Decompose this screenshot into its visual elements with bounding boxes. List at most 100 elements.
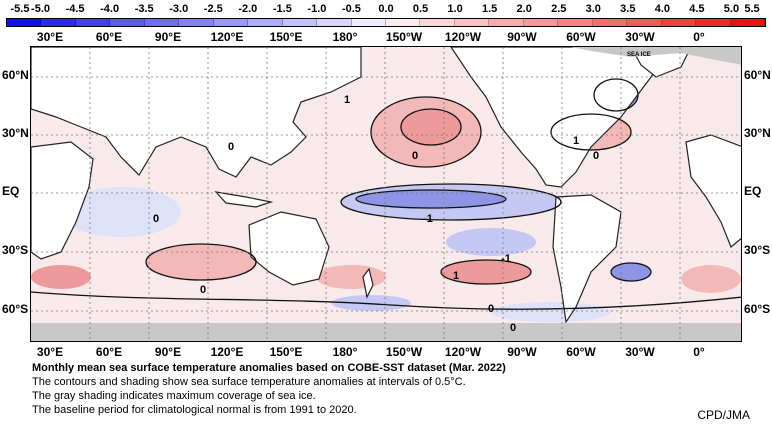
contour-label: 0 bbox=[412, 150, 418, 162]
longitude-label: 0° bbox=[693, 345, 705, 359]
warm-core-north-pacific bbox=[401, 109, 461, 145]
colorbar-tick-label: 0.5 bbox=[412, 3, 429, 15]
contour-0-north-pacific bbox=[370, 96, 482, 168]
latitude-label: 60°N bbox=[2, 68, 29, 82]
colorbar-tick-label: 4.5 bbox=[689, 3, 705, 15]
colorbar-swatch bbox=[248, 19, 283, 26]
colorbar-swatch bbox=[41, 19, 76, 26]
latitude-label: 60°S bbox=[744, 302, 771, 316]
colorbar-swatch bbox=[317, 19, 352, 26]
colorbar-tick-label: 5.5 bbox=[744, 3, 760, 15]
south-america-land bbox=[552, 194, 622, 324]
colorbar-swatch bbox=[523, 19, 559, 26]
caption-line-contours: The contours and shading show sea surfac… bbox=[32, 376, 466, 388]
colorbar-tick-label: 3.0 bbox=[585, 3, 601, 15]
map-svg: 1 0 0 1 0 0 -1 -1 1 0 0 0 SEA ICE bbox=[31, 47, 741, 341]
longitude-label: 150°E bbox=[269, 30, 303, 44]
australia-land bbox=[248, 211, 330, 286]
contour-0-pacific bbox=[340, 183, 562, 221]
sea-ice bbox=[31, 47, 741, 341]
colorbar-legend: -5.5 -5.0 -4.5 -4.0 -3.5 -3.0 -2.5 -2.0 -1.5 -1.0… bbox=[6, 3, 766, 27]
colorbar-swatch bbox=[730, 19, 765, 26]
caption-line-baseline: The baseline period for climatological n… bbox=[32, 404, 357, 416]
longitude-label: 60°W bbox=[566, 30, 596, 44]
longitude-label: 60°E bbox=[95, 30, 123, 44]
contour-label: 1 bbox=[573, 135, 579, 147]
colorbar-tick-label: -1.0 bbox=[307, 3, 327, 15]
contour-south-atlantic bbox=[610, 262, 652, 282]
colorbar-tick-label: 5.0 bbox=[723, 3, 740, 15]
colorbar-swatch bbox=[144, 19, 180, 26]
contour-lines bbox=[31, 78, 741, 310]
colorbar-swatch bbox=[179, 19, 214, 26]
sst-anomaly-map: 1 0 0 1 0 0 -1 -1 1 0 0 0 SEA ICE bbox=[30, 46, 742, 342]
north-america-land bbox=[450, 47, 672, 188]
longitude-label: 120°E bbox=[210, 345, 244, 359]
contour-label: 0 bbox=[228, 141, 234, 153]
colorbar-tick-label: 3.5 bbox=[620, 3, 636, 15]
latitude-label: EQ bbox=[2, 184, 20, 198]
cool-core-la-nina bbox=[356, 190, 506, 208]
africa-west-land bbox=[685, 134, 741, 248]
africa-east-land bbox=[31, 141, 94, 260]
colorbar-swatch bbox=[351, 19, 386, 26]
colorbar-tick-label: -0.5 bbox=[341, 3, 361, 15]
indonesia-land bbox=[214, 191, 274, 208]
sea-ice-tag: SEA ICE bbox=[627, 52, 651, 58]
longitude-labels-bottom: 30°E 60°E 90°E 120°E 150°E 180° 150°W 120°W 90°W… bbox=[30, 345, 742, 359]
longitude-label: 150°E bbox=[269, 345, 303, 359]
longitude-label: 180° bbox=[332, 345, 358, 359]
contour-label: 0 bbox=[510, 322, 516, 334]
colorbar-tick-label: 1.0 bbox=[447, 3, 463, 15]
cool-patch-southern-ocean bbox=[331, 295, 411, 311]
contour-label: -1 bbox=[501, 253, 511, 265]
latitude-label: 60°S bbox=[2, 302, 29, 316]
colorbar-swatch bbox=[661, 19, 697, 26]
colorbar-tick-label: -4.0 bbox=[100, 3, 120, 15]
longitude-label: 90°E bbox=[154, 30, 182, 44]
colorbar-tick-label: 2.0 bbox=[516, 3, 532, 15]
colorbar-tick-label: -2.0 bbox=[238, 3, 258, 15]
longitude-label: 120°E bbox=[210, 30, 244, 44]
warm-patch-south-indian bbox=[146, 244, 256, 280]
longitude-label: 150°W bbox=[385, 30, 423, 44]
colorbar-tick-label: -5.0 bbox=[31, 3, 51, 15]
contour-label: 0 bbox=[488, 303, 494, 315]
contour-label: 0 bbox=[200, 284, 206, 296]
longitude-label: 120°W bbox=[444, 30, 482, 44]
contour-value-labels: 1 0 0 1 0 0 -1 -1 1 0 0 0 bbox=[153, 94, 599, 334]
antarctic-sea-ice bbox=[31, 323, 741, 341]
warm-patch-south-pacific bbox=[441, 260, 531, 284]
contour-label: 1 bbox=[344, 94, 350, 106]
latitude-label: 30°S bbox=[744, 243, 771, 257]
colorbar-swatch bbox=[213, 19, 249, 26]
contour-1-south-pacific bbox=[440, 259, 532, 285]
latitude-label: 30°S bbox=[2, 243, 29, 257]
colorbar-tick-label: -3.5 bbox=[134, 3, 154, 15]
colorbar-tick-label: 1.5 bbox=[481, 3, 498, 15]
arctic-sea-ice bbox=[571, 47, 741, 65]
colorbar-tick-label: 0.0 bbox=[378, 3, 394, 15]
longitude-label: 60°E bbox=[95, 345, 123, 359]
caption-title: Monthly mean sea surface temperature ano… bbox=[32, 362, 506, 374]
longitude-label: 150°W bbox=[385, 345, 423, 359]
colorbar-swatch bbox=[558, 19, 593, 26]
eurasia-land bbox=[31, 47, 362, 178]
warm-patch-south-africa bbox=[31, 265, 91, 289]
caption-line-sea-ice: The gray shading indicates maximum cover… bbox=[32, 390, 316, 402]
longitude-label: 30°W bbox=[625, 345, 655, 359]
contour-label: 1 bbox=[453, 270, 459, 282]
contour-label: 0 bbox=[593, 150, 599, 162]
colorbar-swatch bbox=[592, 19, 628, 26]
warm-patch-south-atlantic bbox=[681, 265, 741, 293]
contour-label: 0 bbox=[153, 213, 159, 225]
latitude-label: 60°N bbox=[744, 68, 771, 82]
contour-0-southern bbox=[31, 291, 741, 310]
colorbar-tick-label: -4.5 bbox=[65, 3, 85, 15]
graticule bbox=[31, 47, 741, 341]
colorbar-swatch bbox=[696, 19, 731, 26]
colorbar-swatch bbox=[385, 19, 421, 26]
new-zealand-land bbox=[362, 267, 374, 299]
colorbar-swatches bbox=[6, 18, 766, 27]
latitude-label: 30°N bbox=[744, 126, 771, 140]
